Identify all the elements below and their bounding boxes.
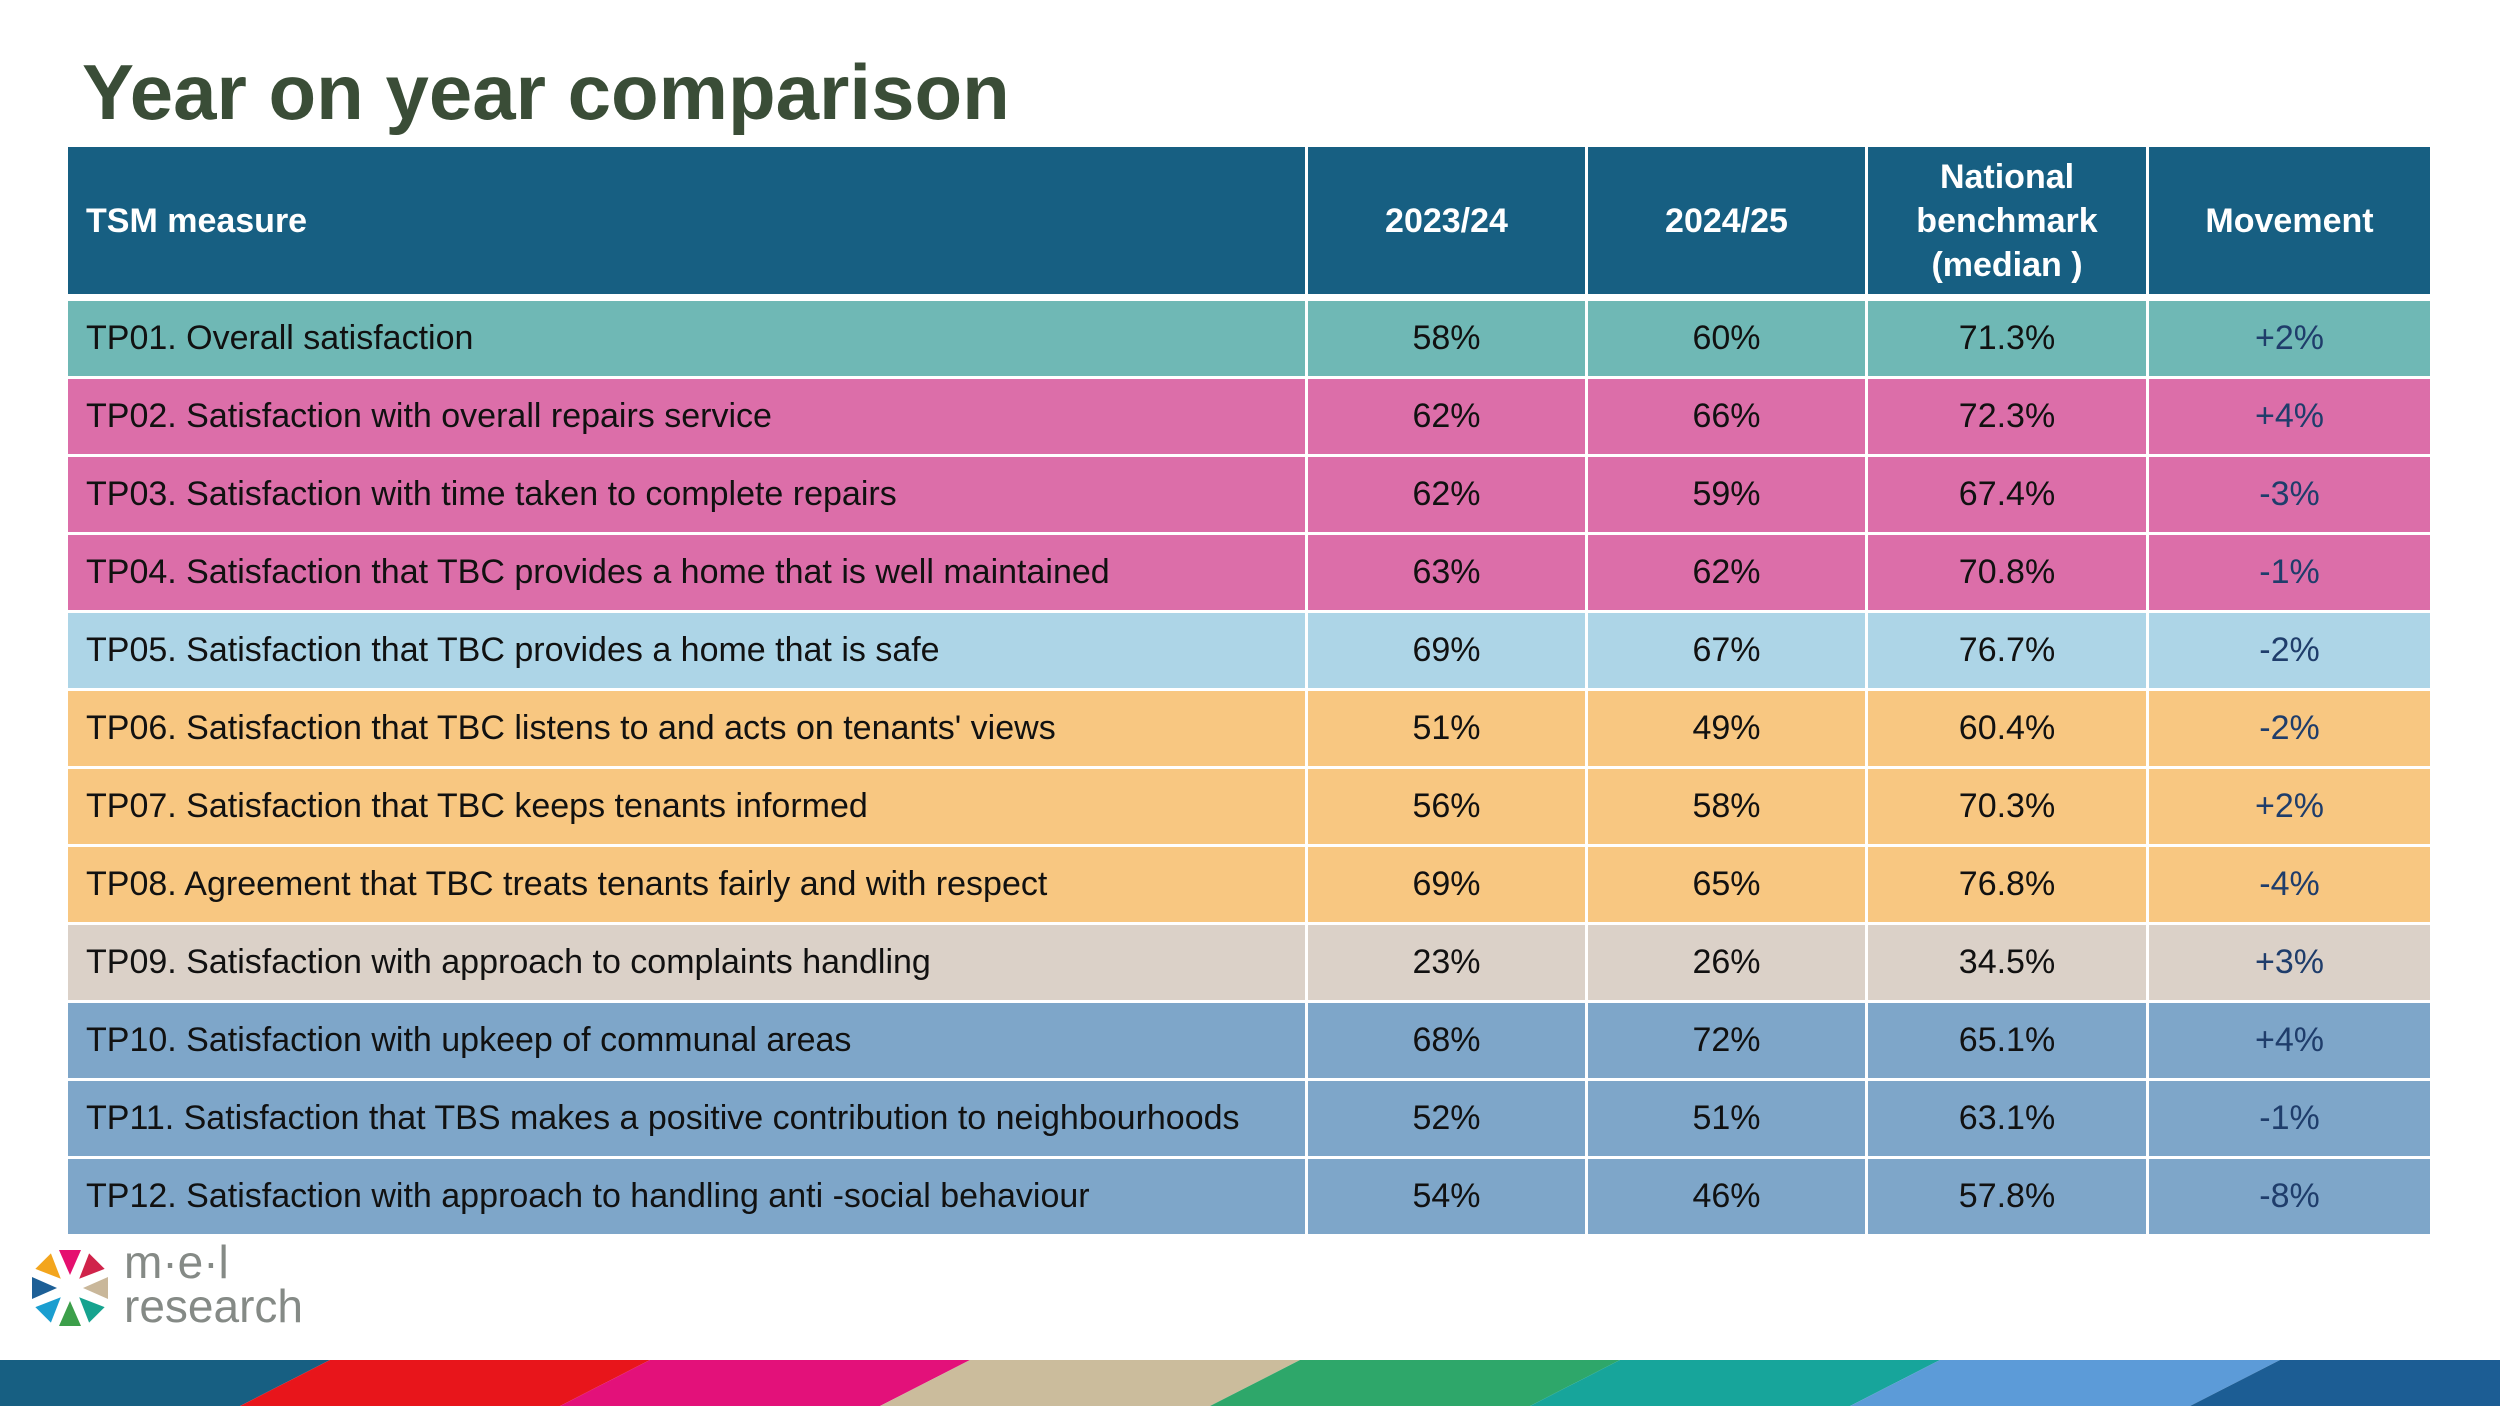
cell-measure: TP04. Satisfaction that TBC provides a h… — [68, 535, 1308, 613]
cell-national-benchmark: 70.8% — [1868, 535, 2149, 613]
header-movement: Movement — [2149, 147, 2430, 301]
cell-national-benchmark: 71.3% — [1868, 301, 2149, 379]
cell-2024-25: 51% — [1588, 1081, 1868, 1159]
cell-measure: TP01. Overall satisfaction — [68, 301, 1308, 379]
mel-star-icon — [32, 1250, 108, 1326]
cell-2024-25: 26% — [1588, 925, 1868, 1003]
cell-measure: TP07. Satisfaction that TBC keeps tenant… — [68, 769, 1308, 847]
cell-movement: +2% — [2149, 301, 2430, 379]
header-2023-24: 2023/24 — [1308, 147, 1588, 301]
cell-movement: +4% — [2149, 379, 2430, 457]
header-benchmark-line3: (median ) — [1931, 245, 2083, 284]
cell-2024-25: 67% — [1588, 613, 1868, 691]
logo-line1: m·e·l — [124, 1236, 229, 1288]
cell-national-benchmark: 76.7% — [1868, 613, 2149, 691]
cell-measure: TP08. Agreement that TBC treats tenants … — [68, 847, 1308, 925]
cell-national-benchmark: 72.3% — [1868, 379, 2149, 457]
cell-national-benchmark: 60.4% — [1868, 691, 2149, 769]
cell-2024-25: 62% — [1588, 535, 1868, 613]
table-row: TP06. Satisfaction that TBC listens to a… — [68, 691, 2430, 769]
header-benchmark-line2: benchmark — [1916, 201, 2098, 240]
comparison-table: TSM measure 2023/24 2024/25 National ben… — [68, 147, 2430, 1237]
header-national-benchmark: National benchmark (median ) — [1868, 147, 2149, 301]
table-row: TP10. Satisfaction with upkeep of commun… — [68, 1003, 2430, 1081]
cell-2023-24: 58% — [1308, 301, 1588, 379]
header-2024-25: 2024/25 — [1588, 147, 1868, 301]
cell-2023-24: 69% — [1308, 613, 1588, 691]
table-row: TP03. Satisfaction with time taken to co… — [68, 457, 2430, 535]
cell-movement: -3% — [2149, 457, 2430, 535]
cell-2024-25: 60% — [1588, 301, 1868, 379]
cell-2024-25: 65% — [1588, 847, 1868, 925]
cell-2023-24: 63% — [1308, 535, 1588, 613]
table-row: TP01. Overall satisfaction 58% 60% 71.3% +2% — [68, 301, 2430, 379]
cell-measure: TP03. Satisfaction with time taken to co… — [68, 457, 1308, 535]
table-row: TP11. Satisfaction that TBS makes a posi… — [68, 1081, 2430, 1159]
cell-2024-25: 59% — [1588, 457, 1868, 535]
table-row: TP12. Satisfaction with approach to hand… — [68, 1159, 2430, 1237]
cell-national-benchmark: 67.4% — [1868, 457, 2149, 535]
cell-measure: TP11. Satisfaction that TBS makes a posi… — [68, 1081, 1308, 1159]
table-row: TP07. Satisfaction that TBC keeps tenant… — [68, 769, 2430, 847]
cell-national-benchmark: 34.5% — [1868, 925, 2149, 1003]
mel-research-logo: m·e·l research — [22, 1236, 342, 1340]
cell-measure: TP09. Satisfaction with approach to comp… — [68, 925, 1308, 1003]
logo-line2: research — [124, 1280, 303, 1332]
cell-movement: -8% — [2149, 1159, 2430, 1237]
cell-measure: TP10. Satisfaction with upkeep of commun… — [68, 1003, 1308, 1081]
page-title: Year on year comparison — [82, 48, 1010, 136]
cell-national-benchmark: 70.3% — [1868, 769, 2149, 847]
cell-2023-24: 56% — [1308, 769, 1588, 847]
cell-2024-25: 46% — [1588, 1159, 1868, 1237]
cell-2024-25: 49% — [1588, 691, 1868, 769]
cell-movement: +4% — [2149, 1003, 2430, 1081]
table-header-row: TSM measure 2023/24 2024/25 National ben… — [68, 147, 2430, 301]
cell-2024-25: 66% — [1588, 379, 1868, 457]
cell-movement: +3% — [2149, 925, 2430, 1003]
cell-2023-24: 51% — [1308, 691, 1588, 769]
table-row: TP02. Satisfaction with overall repairs … — [68, 379, 2430, 457]
cell-2023-24: 52% — [1308, 1081, 1588, 1159]
cell-2023-24: 54% — [1308, 1159, 1588, 1237]
cell-2023-24: 62% — [1308, 457, 1588, 535]
cell-measure: TP12. Satisfaction with approach to hand… — [68, 1159, 1308, 1237]
header-benchmark-line1: National — [1939, 157, 2075, 196]
table-row: TP09. Satisfaction with approach to comp… — [68, 925, 2430, 1003]
cell-measure: TP06. Satisfaction that TBC listens to a… — [68, 691, 1308, 769]
cell-measure: TP02. Satisfaction with overall repairs … — [68, 379, 1308, 457]
cell-movement: -1% — [2149, 1081, 2430, 1159]
logo-wordmark: m·e·l research — [124, 1236, 303, 1332]
cell-2023-24: 62% — [1308, 379, 1588, 457]
cell-movement: -2% — [2149, 613, 2430, 691]
cell-national-benchmark: 76.8% — [1868, 847, 2149, 925]
cell-movement: -2% — [2149, 691, 2430, 769]
cell-movement: -4% — [2149, 847, 2430, 925]
table-row: TP08. Agreement that TBC treats tenants … — [68, 847, 2430, 925]
cell-measure: TP05. Satisfaction that TBC provides a h… — [68, 613, 1308, 691]
cell-2023-24: 23% — [1308, 925, 1588, 1003]
table-row: TP04. Satisfaction that TBC provides a h… — [68, 535, 2430, 613]
cell-movement: +2% — [2149, 769, 2430, 847]
table-row: TP05. Satisfaction that TBC provides a h… — [68, 613, 2430, 691]
cell-movement: -1% — [2149, 535, 2430, 613]
cell-national-benchmark: 63.1% — [1868, 1081, 2149, 1159]
cell-2023-24: 68% — [1308, 1003, 1588, 1081]
cell-2024-25: 72% — [1588, 1003, 1868, 1081]
decorative-color-stripe — [0, 1360, 2500, 1406]
cell-national-benchmark: 65.1% — [1868, 1003, 2149, 1081]
header-tsm-measure: TSM measure — [68, 147, 1308, 301]
cell-2023-24: 69% — [1308, 847, 1588, 925]
cell-2024-25: 58% — [1588, 769, 1868, 847]
cell-national-benchmark: 57.8% — [1868, 1159, 2149, 1237]
